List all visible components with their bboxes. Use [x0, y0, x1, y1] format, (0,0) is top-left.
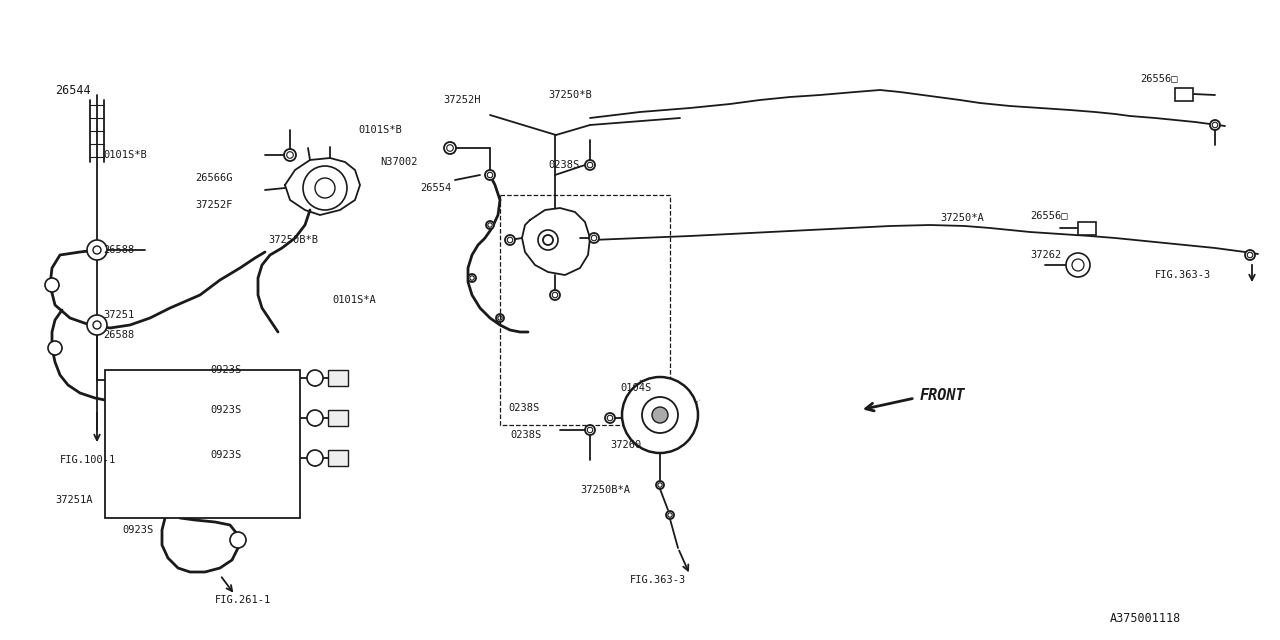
Circle shape — [552, 292, 558, 298]
Circle shape — [287, 152, 293, 158]
Text: FIG.100-1: FIG.100-1 — [60, 455, 116, 465]
Circle shape — [1247, 252, 1253, 258]
Circle shape — [1210, 120, 1220, 130]
Circle shape — [506, 235, 515, 245]
Circle shape — [485, 170, 495, 180]
Text: 37252F: 37252F — [195, 200, 233, 210]
Text: 0238S: 0238S — [508, 403, 539, 413]
Circle shape — [605, 413, 614, 423]
Text: 0923S: 0923S — [210, 405, 241, 415]
Bar — [105, 370, 300, 518]
Circle shape — [1245, 250, 1254, 260]
Text: FIG.363-3: FIG.363-3 — [1155, 270, 1211, 280]
Bar — [1175, 88, 1193, 101]
Circle shape — [93, 246, 101, 254]
Circle shape — [543, 235, 553, 245]
Circle shape — [307, 410, 323, 426]
Circle shape — [591, 236, 596, 241]
Text: 0101S*B: 0101S*B — [358, 125, 402, 135]
Circle shape — [497, 314, 504, 322]
Circle shape — [589, 233, 599, 243]
Circle shape — [658, 483, 662, 487]
Text: 26556□: 26556□ — [1030, 210, 1068, 220]
Circle shape — [652, 407, 668, 423]
Circle shape — [87, 240, 108, 260]
Text: 37250B*B: 37250B*B — [268, 235, 317, 245]
Bar — [328, 370, 348, 386]
Text: FRONT: FRONT — [920, 387, 965, 403]
Circle shape — [49, 341, 61, 355]
Circle shape — [315, 178, 335, 198]
Circle shape — [93, 321, 101, 329]
Text: 37252H: 37252H — [443, 95, 480, 105]
Text: 37251A: 37251A — [55, 495, 92, 505]
Circle shape — [657, 481, 664, 489]
Text: N37002: N37002 — [380, 157, 417, 167]
Text: 0104S: 0104S — [620, 383, 652, 393]
Circle shape — [45, 278, 59, 292]
Circle shape — [488, 172, 493, 178]
Circle shape — [666, 511, 675, 519]
Circle shape — [307, 450, 323, 466]
Circle shape — [307, 370, 323, 386]
Text: 37250*A: 37250*A — [940, 213, 984, 223]
Circle shape — [585, 425, 595, 435]
Text: 26588: 26588 — [102, 330, 134, 340]
Circle shape — [585, 160, 595, 170]
Text: 0101S*A: 0101S*A — [332, 295, 376, 305]
Bar — [328, 450, 348, 466]
Circle shape — [87, 315, 108, 335]
Text: 37251: 37251 — [102, 310, 134, 320]
Text: 37250*B: 37250*B — [548, 90, 591, 100]
Text: 26588: 26588 — [102, 245, 134, 255]
Circle shape — [643, 397, 678, 433]
Circle shape — [486, 221, 494, 229]
Circle shape — [607, 415, 613, 420]
Bar — [500, 195, 669, 425]
Circle shape — [1066, 253, 1091, 277]
Circle shape — [550, 290, 561, 300]
Text: 26554: 26554 — [420, 183, 452, 193]
Circle shape — [468, 274, 476, 282]
Circle shape — [230, 532, 246, 548]
Text: 37260: 37260 — [611, 440, 641, 450]
Circle shape — [507, 237, 513, 243]
Text: A375001118: A375001118 — [1110, 611, 1181, 625]
Text: 0923S: 0923S — [210, 365, 241, 375]
Text: 0238S: 0238S — [509, 430, 541, 440]
Text: FIG.363-3: FIG.363-3 — [630, 575, 686, 585]
Circle shape — [538, 230, 558, 250]
Text: 0923S: 0923S — [210, 450, 241, 460]
Text: FIG.261-1: FIG.261-1 — [215, 595, 271, 605]
Text: 26566G: 26566G — [195, 173, 233, 183]
Text: 26544: 26544 — [55, 83, 91, 97]
Circle shape — [447, 145, 453, 151]
Text: 0238S: 0238S — [548, 160, 580, 170]
Circle shape — [622, 377, 698, 453]
Bar — [328, 410, 348, 426]
Text: 0923S: 0923S — [122, 525, 154, 535]
Circle shape — [588, 428, 593, 433]
Circle shape — [498, 316, 502, 320]
Circle shape — [588, 163, 593, 168]
Circle shape — [1212, 122, 1217, 128]
Circle shape — [444, 142, 456, 154]
Circle shape — [668, 513, 672, 517]
Circle shape — [1073, 259, 1084, 271]
Circle shape — [284, 149, 296, 161]
Text: 0101S*B: 0101S*B — [102, 150, 147, 160]
Circle shape — [488, 223, 493, 227]
Bar — [1078, 222, 1096, 235]
Text: 26556□: 26556□ — [1140, 73, 1178, 83]
Circle shape — [303, 166, 347, 210]
Text: 37250B*A: 37250B*A — [580, 485, 630, 495]
Circle shape — [470, 276, 474, 280]
Text: 37262: 37262 — [1030, 250, 1061, 260]
